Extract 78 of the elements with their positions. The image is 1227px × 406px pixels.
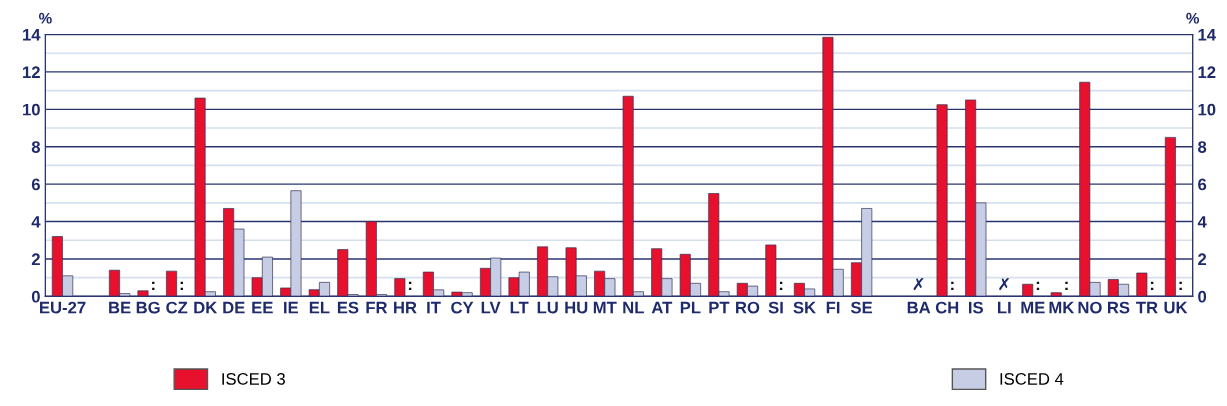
bar [137,290,149,297]
annotation: ✗ [999,277,1009,291]
x-tick-label: SK [793,301,816,314]
x-tick-label: CY [451,301,474,314]
x-tick-label: NL [623,301,644,314]
bar [1136,272,1148,297]
annotation: ✗ [913,277,924,291]
x-tick-label: LU [537,301,558,314]
annotation: : [1179,281,1182,291]
x-tick-label: UK [1164,301,1188,314]
y2-axis-title: % [1186,12,1200,24]
bar [1050,292,1062,297]
annotation: : [1150,281,1154,291]
x-tick-label: AT [651,301,673,314]
y2-tick-label: 0 [1198,290,1207,303]
x-tick-label: RO [736,301,760,314]
y-tick-label: 6 [31,178,40,191]
x-tick-label: SE [850,301,873,314]
bar [1022,283,1034,297]
x-tick-label: FI [826,301,840,314]
annotation: : [180,281,183,291]
x-tick-label: CZ [166,301,188,314]
x-tick-label: EE [252,301,273,314]
x-tick-label: IE [284,301,299,314]
x-tick-label: CH [935,301,959,314]
annotation: : [951,281,954,291]
x-tick-label: IS [968,301,983,314]
y2-tick-label: 10 [1198,103,1216,116]
x-tick-label: HU [565,301,588,314]
y-tick-label: 2 [31,253,40,266]
annotation: : [152,281,155,291]
x-tick-label: DK [194,301,218,314]
bar [936,104,948,297]
y2-tick-label: 6 [1198,178,1207,191]
x-tick-label: ES [337,301,359,314]
x-tick-label: LT [510,301,529,314]
bar [765,244,777,297]
x-tick-label: MT [593,301,617,314]
x-tick-label: EL [309,301,330,314]
x-tick-label: SI [768,301,783,314]
x-tick-label: PT [709,301,730,314]
legend-label: ISCED 4 [1000,373,1064,385]
y-tick-label: 14 [23,29,41,41]
y2-tick-label: 12 [1198,66,1216,78]
y2-tick-label: 4 [1197,216,1207,228]
x-tick-label: BG [136,301,160,314]
x-tick-label: NO [1078,301,1102,314]
x-tick-label: ME [1021,301,1045,314]
legend-label: ISCED 3 [222,373,285,385]
x-tick-label: FR [366,301,388,314]
x-tick-label: LV [481,301,501,314]
x-tick-label: BE [109,301,131,314]
x-tick-label: LI [998,301,1011,314]
y-tick-label: 0 [31,290,40,303]
bar [1164,137,1176,297]
y-axis-title: % [38,12,52,24]
x-tick-label: BA [907,301,931,314]
annotation: : [1065,281,1068,291]
y2-tick-label: 8 [1198,141,1207,153]
bar [166,270,178,297]
y-tick-label: 12 [23,66,40,78]
y-tick-label: 10 [23,103,40,116]
x-tick-label: MK [1049,301,1075,314]
x-tick-label: RS [1107,301,1130,314]
bar [394,278,406,297]
y2-tick-label: 2 [1198,253,1207,266]
x-tick-label: PL [680,301,701,314]
y2-tick-label: 14 [1198,29,1216,41]
x-tick-label: HR [394,301,417,314]
x-tick-label: EU-27 [40,301,86,314]
annotation: : [408,281,412,291]
x-tick-label: IT [427,301,441,314]
y-tick-label: 4 [31,216,41,228]
y-tick-label: 8 [31,141,41,153]
annotation: : [779,281,783,291]
annotation: : [1036,281,1040,291]
x-tick-label: DE [223,301,245,314]
x-tick-label: TR [1136,301,1158,314]
